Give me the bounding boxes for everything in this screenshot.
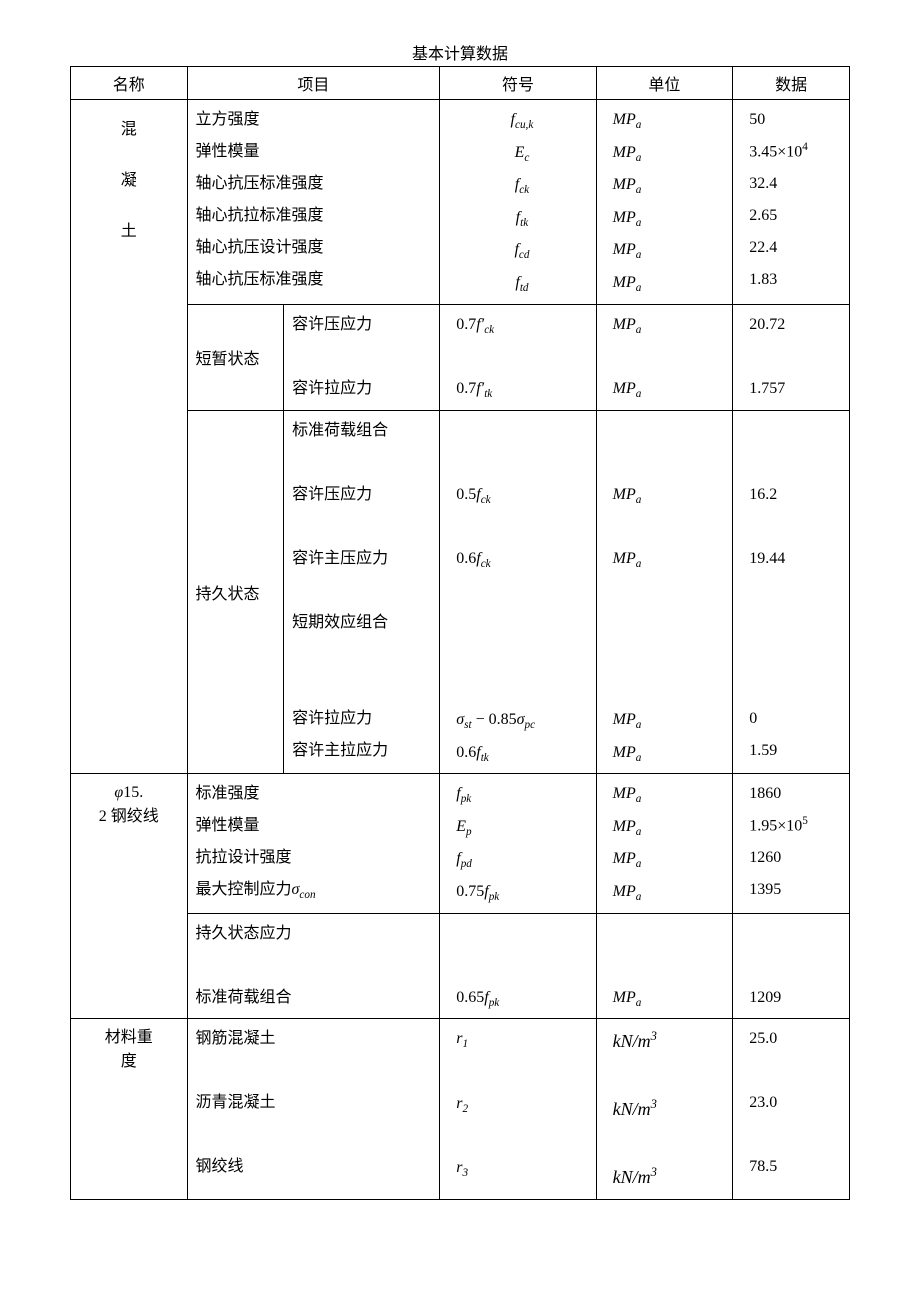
strand-label: φ15.2 钢绞线 [71,774,188,1019]
transient-items: 容许压应力 容许拉应力 [284,304,440,410]
strand-basic-units: MPaMPaMPaMPa [596,774,733,913]
concrete-basic-symbols: fcu,kEcfckftkfcdftd [440,100,596,305]
persistent-symbols: 0.5fck 0.6fck σst − 0.85σpc0.6ftk [440,410,596,773]
table-title: 基本计算数据 [40,40,880,64]
table-row: φ15.2 钢绞线 标准强度弹性模量抗拉设计强度最大控制应力σcon fpkEp… [71,774,850,913]
table-row: 材料重度 钢筋混凝土 沥青混凝土 钢绞线 r1 r2 r3 kN/m3 kN/m… [71,1019,850,1200]
strand-basic-values: 18601.95×10512601395 [733,774,850,913]
table-row: 持久状态 标准荷载组合 容许压应力 容许主压应力 短期效应组合 容许拉应力容许主… [71,410,850,773]
persistent-units: MPa MPa MPaMPa [596,410,733,773]
table-row: 混 凝 土 立方强度弹性模量轴心抗压标准强度轴心抗拉标准强度轴心抗压设计强度轴心… [71,100,850,305]
concrete-basic-items: 立方强度弹性模量轴心抗压标准强度轴心抗拉标准强度轴心抗压设计强度轴心抗压标准强度 [187,100,440,305]
header-symbol: 符号 [440,67,596,100]
persistent-items: 标准荷载组合 容许压应力 容许主压应力 短期效应组合 容许拉应力容许主拉应力 [284,410,440,773]
persistent-state-label: 持久状态 [187,410,284,773]
header-unit: 单位 [596,67,733,100]
data-table: 名称 项目 符号 单位 数据 混 凝 土 立方强度弹性模量轴心抗压标准强度轴心抗… [70,66,850,1200]
strand-persistent-symbols: 0.65fpk [440,913,596,1019]
strand-persistent-items: 持久状态应力 标准荷载组合 [187,913,440,1019]
transient-values: 20.72 1.757 [733,304,850,410]
weight-units: kN/m3 kN/m3 kN/m3 [596,1019,733,1200]
persistent-values: 16.2 19.44 01.59 [733,410,850,773]
table-row: 持久状态应力 标准荷载组合 0.65fpk MPa 1209 [71,913,850,1019]
weight-items: 钢筋混凝土 沥青混凝土 钢绞线 [187,1019,440,1200]
strand-basic-symbols: fpkEpfpd0.75fpk [440,774,596,913]
header-item: 项目 [187,67,440,100]
header-name: 名称 [71,67,188,100]
weight-values: 25.0 23.0 78.5 [733,1019,850,1200]
table-header-row: 名称 项目 符号 单位 数据 [71,67,850,100]
strand-basic-items: 标准强度弹性模量抗拉设计强度最大控制应力σcon [187,774,440,913]
transient-units: MPa MPa [596,304,733,410]
weight-label: 材料重度 [71,1019,188,1200]
weight-symbols: r1 r2 r3 [440,1019,596,1200]
concrete-label: 混 凝 土 [71,100,188,774]
concrete-basic-values: 503.45×10432.42.6522.41.83 [733,100,850,305]
table-row: 短暂状态 容许压应力 容许拉应力 0.7f′ck 0.7f′tk MPa MPa… [71,304,850,410]
strand-persistent-units: MPa [596,913,733,1019]
header-data: 数据 [733,67,850,100]
transient-state-label: 短暂状态 [187,304,284,410]
transient-symbols: 0.7f′ck 0.7f′tk [440,304,596,410]
concrete-basic-units: MPaMPaMPaMPaMPaMPa [596,100,733,305]
strand-persistent-values: 1209 [733,913,850,1019]
